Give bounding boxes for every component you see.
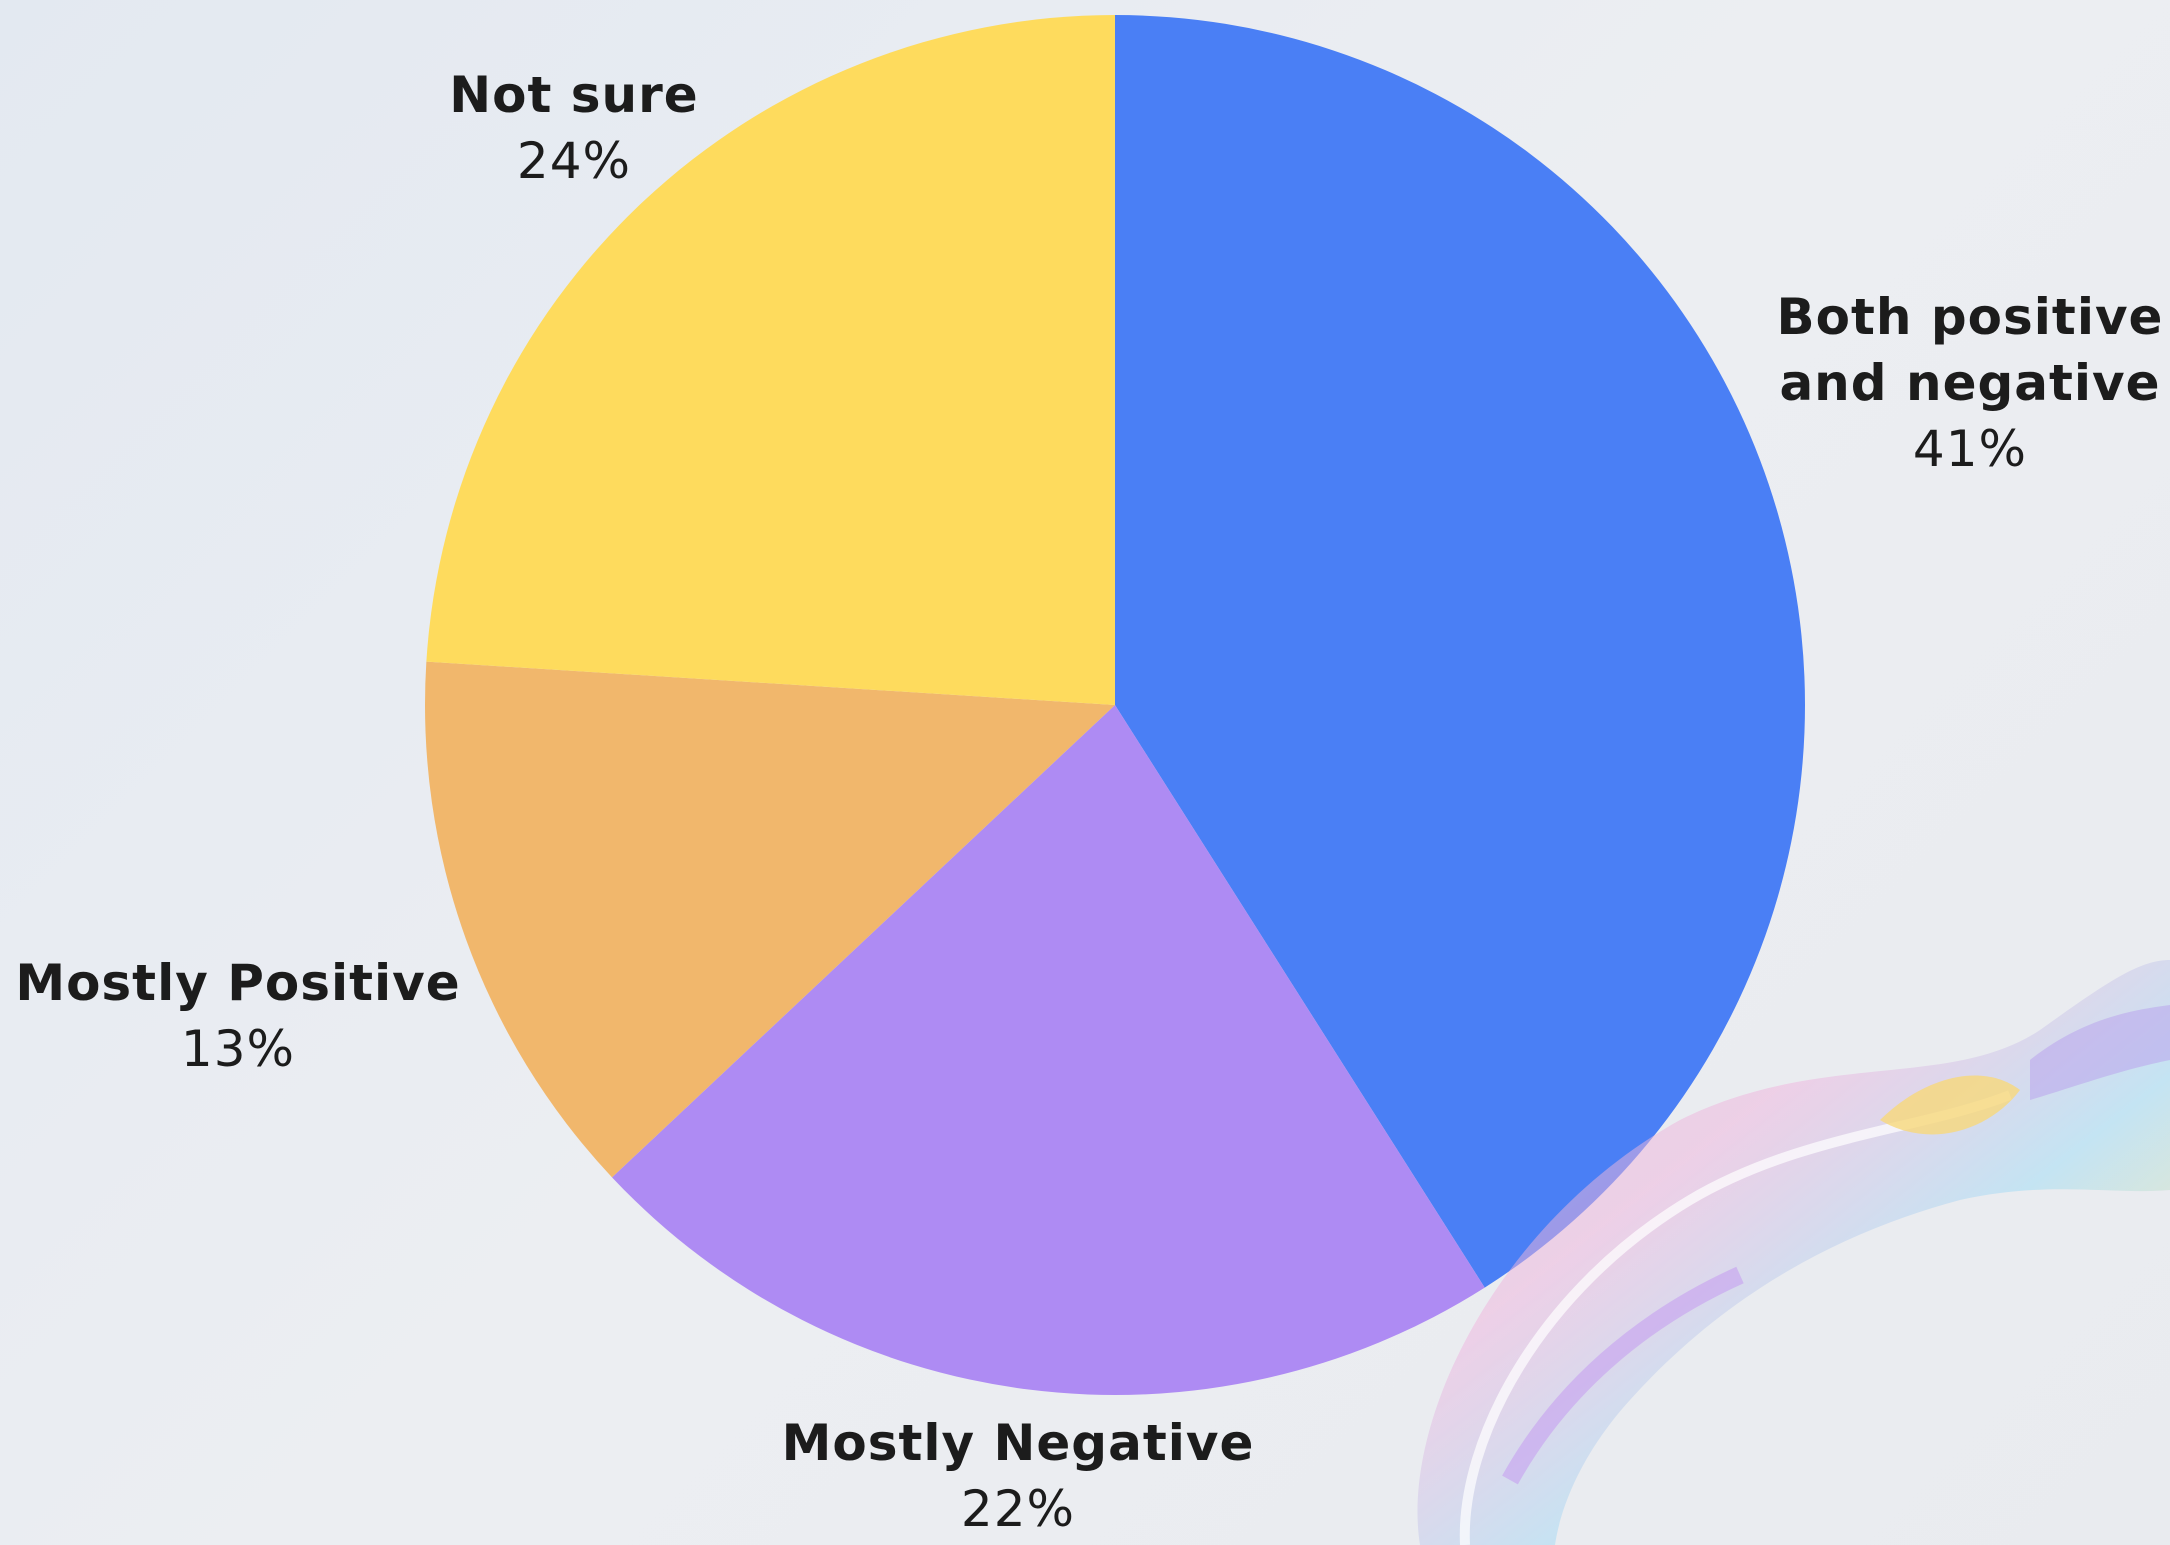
pie-labels: Both positive and negative 41% Mostly Negat… [15,66,2164,1538]
pie-slices [425,15,1806,1396]
iridescent-glass-ribbon [1417,960,2170,1545]
slice-value-label: 13% [181,1020,295,1078]
slice-value-label: 24% [517,132,631,190]
slice-label: and negative [1779,354,2160,412]
slice-label: Mostly Positive [15,954,460,1012]
slice-label: Not sure [449,66,698,124]
slice-label: Mostly Negative [782,1414,1255,1472]
slice-label: Both positive [1777,288,2164,346]
pie-slice-mostly-positive [425,661,1116,1178]
pie-slice-not-sure [426,15,1115,705]
pie-slice-both-positive-and-negative [1115,15,1806,1288]
slice-value-label: 22% [961,1480,1075,1538]
pie-slice-mostly-negative [612,705,1485,1396]
slice-value-label: 41% [1913,420,2027,478]
